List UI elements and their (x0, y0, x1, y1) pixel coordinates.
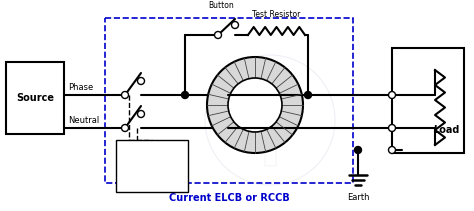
Bar (392, 48, 464, 153)
Text: Current ELCB or RCCB: Current ELCB or RCCB (169, 193, 289, 203)
Bar (6, 62, 64, 134)
Circle shape (121, 124, 128, 131)
Circle shape (137, 111, 145, 118)
Bar (116, 140, 188, 192)
Circle shape (231, 22, 238, 28)
Text: Test
Button: Test Button (209, 0, 234, 10)
Text: ✋: ✋ (263, 143, 277, 167)
Text: Phase: Phase (68, 83, 93, 92)
Circle shape (304, 92, 311, 99)
Text: Source: Source (16, 93, 54, 103)
Bar (105, 18, 353, 183)
Circle shape (121, 92, 128, 99)
Circle shape (228, 78, 282, 132)
Text: Neutral: Neutral (68, 116, 99, 125)
Text: Relay
Trip
Mechanism: Relay Trip Mechanism (130, 151, 174, 181)
Circle shape (389, 92, 395, 99)
Text: Load: Load (433, 125, 459, 135)
Text: Test Resistor: Test Resistor (252, 10, 301, 19)
Circle shape (215, 31, 221, 38)
Text: Earth: Earth (347, 193, 369, 202)
Circle shape (182, 92, 189, 99)
Circle shape (389, 146, 395, 153)
Circle shape (207, 57, 303, 153)
Circle shape (137, 77, 145, 84)
Circle shape (389, 124, 395, 131)
Circle shape (355, 146, 362, 153)
